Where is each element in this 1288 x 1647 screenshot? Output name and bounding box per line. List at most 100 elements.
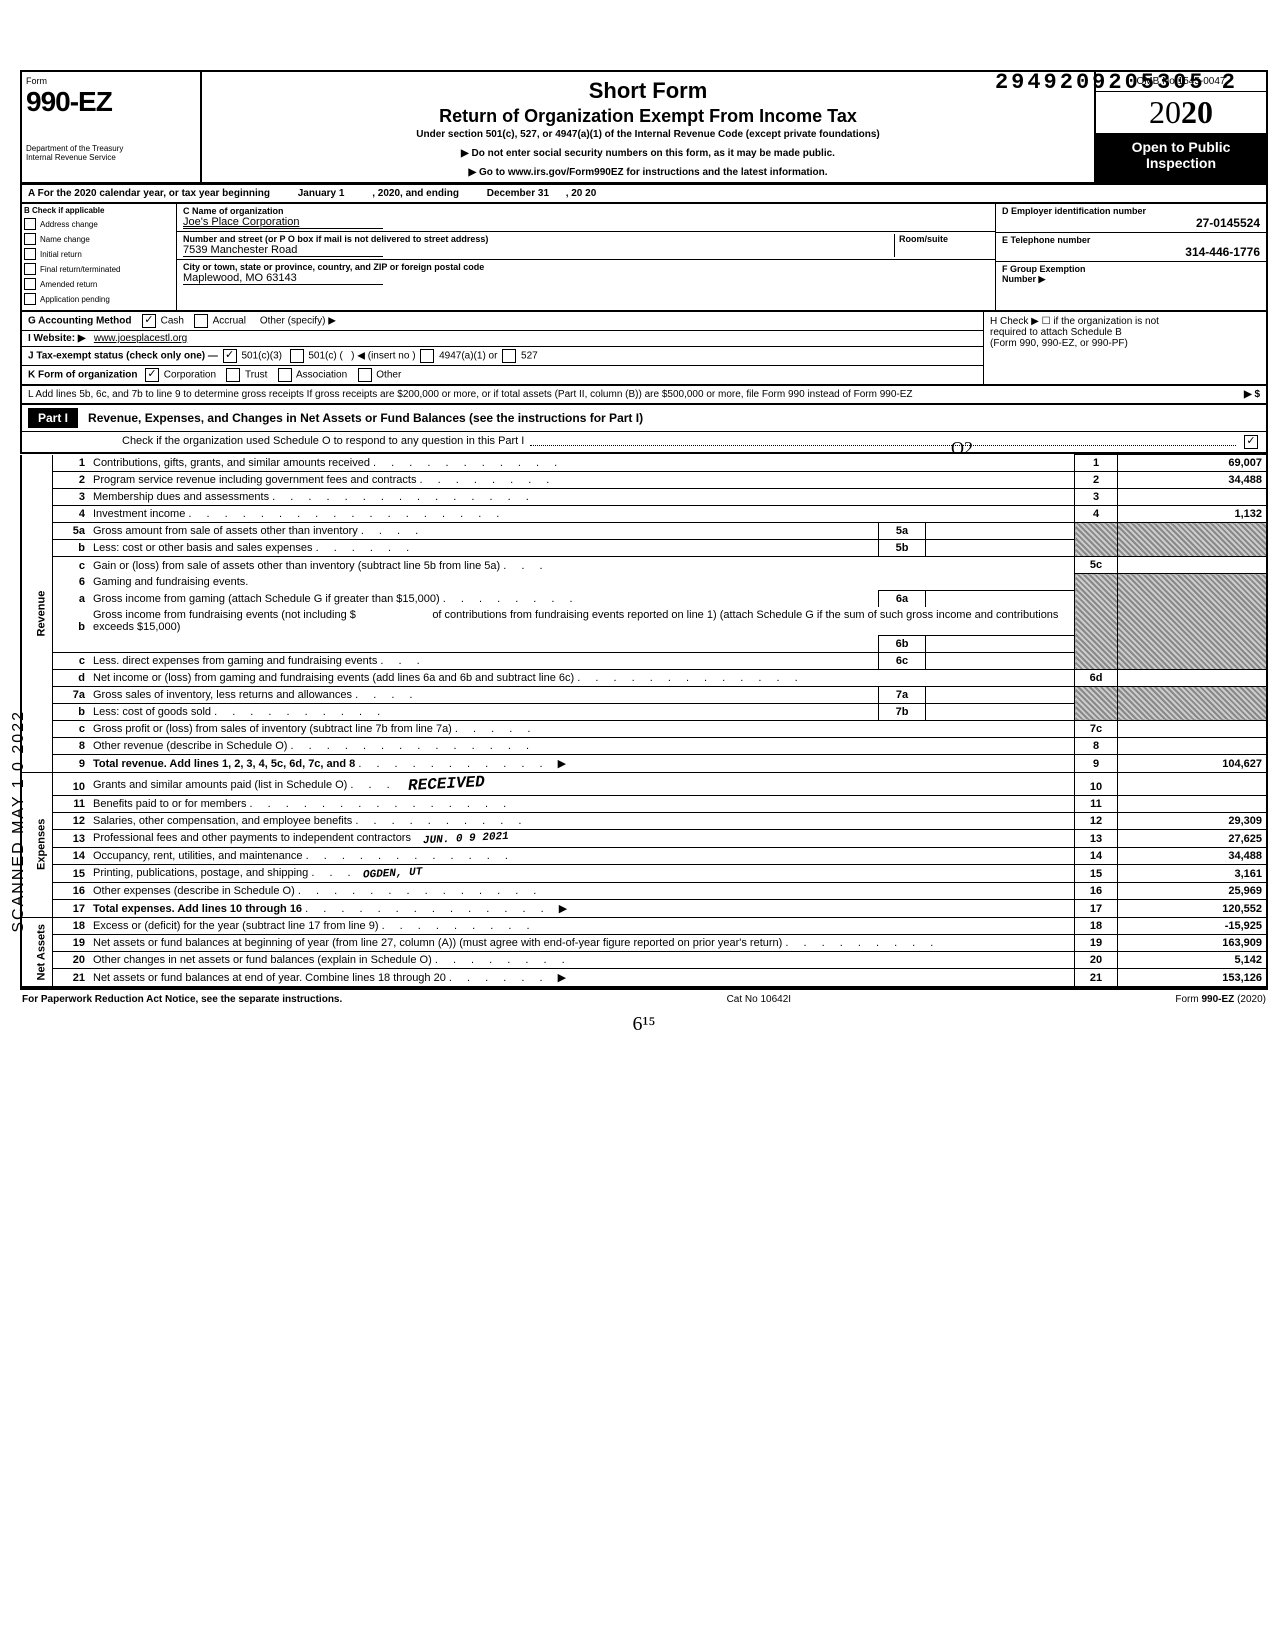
ogden-stamp: OGDEN, UT [362,866,422,881]
right-val: 163,909 [1118,934,1268,951]
line-desc: Gain or (loss) from sale of assets other… [89,557,1075,574]
right-val [1118,669,1268,686]
line-num: 19 [53,934,90,951]
checkbox-icon[interactable] [24,248,36,260]
checkbox-accrual[interactable] [194,314,208,328]
checkbox-501c[interactable] [290,349,304,363]
table-row: 12 Salaries, other compensation, and emp… [21,812,1267,829]
table-row: d Net income or (loss) from gaming and f… [21,669,1267,686]
line-num: 5a [53,523,90,540]
line-num: b [53,703,90,720]
501c3-label: 501(c)(3) [241,351,282,362]
line-num: 8 [53,737,90,754]
501c-label: 501(c) ( [308,351,342,362]
line-num: 12 [53,812,90,829]
netassets-side-label: Net Assets [21,917,53,987]
row-a-end: December 31 [487,188,549,199]
line-g: G Accounting Method Cash Accrual Other (… [22,312,983,331]
right-num: 18 [1075,917,1118,934]
table-row: 13 Professional fees and other payments … [21,829,1267,847]
checkbox-corp[interactable] [145,368,159,382]
table-row: 2 Program service revenue including gove… [21,472,1267,489]
line-desc: Other expenses (describe in Schedule O) … [89,882,1075,899]
table-row: c Gain or (loss) from sale of assets oth… [21,557,1267,574]
checkbox-icon[interactable] [24,263,36,275]
527-label: 527 [521,351,538,362]
revenue-side-label: Revenue [21,455,53,773]
handwritten-o2: O2 [951,438,973,459]
line-num: 9 [53,754,90,772]
street-row: Number and street (or P O box if mail is… [177,232,995,260]
checkbox-icon[interactable] [24,233,36,245]
corp-label: Corporation [164,370,216,381]
street-label: Number and street (or P O box if mail is… [183,234,894,244]
row-a-label: A For the 2020 calendar year, or tax yea… [28,188,270,199]
checkbox-assoc[interactable] [278,368,292,382]
right-val: 120,552 [1118,899,1268,917]
phone-label: E Telephone number [1002,235,1260,245]
line-num: b [53,607,90,636]
trust-label: Trust [245,370,267,381]
line-desc: Other changes in net assets or fund bala… [89,951,1075,968]
line-num: b [53,540,90,557]
line-desc: Grants and similar amounts paid (list in… [89,772,1075,795]
mid-num: 7a [879,686,926,703]
line-desc: Membership dues and assessments . . . . … [89,489,1075,506]
line-desc: Gross sales of inventory, less returns a… [89,686,879,703]
line-desc: Less. direct expenses from gaming and fu… [89,652,879,669]
line-num: 16 [53,882,90,899]
checkbox-501c3[interactable] [223,349,237,363]
title-arrow2: ▶ Go to www.irs.gov/Form990EZ for instru… [210,167,1086,178]
part1-title: Revenue, Expenses, and Changes in Net As… [88,411,643,425]
mid-num: 7b [879,703,926,720]
right-val: 34,488 [1118,472,1268,489]
group-row: F Group Exemption Number ▶ [996,262,1266,287]
mid-val [926,686,1075,703]
ck-label: Initial return [40,250,82,259]
checkbox-icon[interactable] [24,218,36,230]
checkbox-cash[interactable] [142,314,156,328]
shaded-cell [1075,523,1118,557]
ein-label: D Employer identification number [1002,206,1260,216]
right-val: 27,625 [1118,829,1268,847]
line-num: c [53,720,90,737]
right-num: 7c [1075,720,1118,737]
checkbox-icon[interactable] [24,293,36,305]
line-desc: Total expenses. Add lines 10 through 16 … [89,899,1075,917]
year-outline: 20 [1149,94,1181,130]
ck-name: Name change [24,233,174,245]
checkbox-other[interactable] [358,368,372,382]
col-de: D Employer identification number 27-0145… [995,204,1266,310]
right-num: 9 [1075,754,1118,772]
mid-val [926,652,1075,669]
checkbox-schedule-o[interactable] [1244,435,1258,449]
right-num: 14 [1075,847,1118,864]
line-l: L Add lines 5b, 6c, and 7b to line 9 to … [20,386,1268,405]
right-val [1118,795,1268,812]
line-g-label: G Accounting Method [28,316,132,327]
right-val [1118,489,1268,506]
table-row: 14 Occupancy, rent, utilities, and maint… [21,847,1267,864]
checkbox-icon[interactable] [24,278,36,290]
footer-left: For Paperwork Reduction Act Notice, see … [22,994,342,1005]
phone-value: 314-446-1776 [1002,245,1260,259]
checkbox-trust[interactable] [226,368,240,382]
ein-row: D Employer identification number 27-0145… [996,204,1266,233]
dots-leader [530,435,1236,446]
table-row: 4 Investment income . . . . . . . . . . … [21,506,1267,523]
line-num: c [53,557,90,574]
col-b-header: B Check if applicable [24,206,174,215]
check-o-text: Check if the organization used Schedule … [122,435,524,449]
line-desc: Program service revenue including govern… [89,472,1075,489]
line-desc: Contributions, gifts, grants, and simila… [89,455,1075,472]
checkbox-527[interactable] [502,349,516,363]
phone-row: E Telephone number 314-446-1776 [996,233,1266,262]
right-num: 2 [1075,472,1118,489]
line-num: 4 [53,506,90,523]
checkbox-4947[interactable] [420,349,434,363]
line-num: 21 [53,968,90,987]
right-val: 1,132 [1118,506,1268,523]
line-desc: Gross income from fundraising events (no… [89,607,1075,636]
right-val: 69,007 [1118,455,1268,472]
line-num: 14 [53,847,90,864]
